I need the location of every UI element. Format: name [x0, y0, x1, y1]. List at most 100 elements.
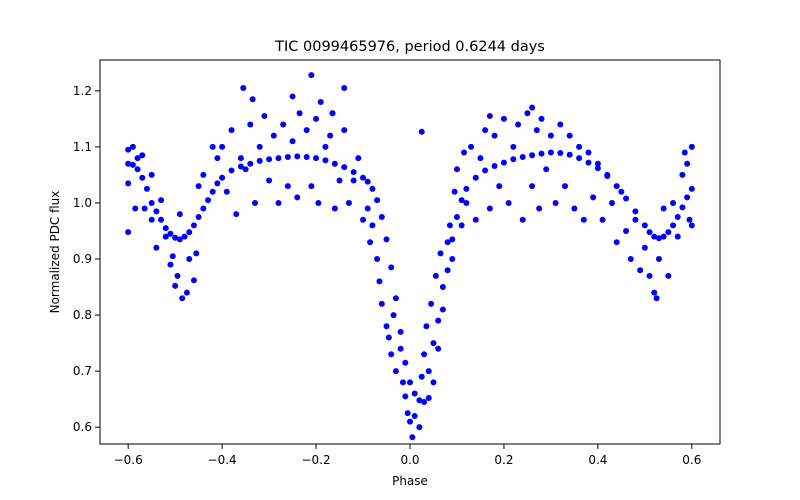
data-point: [266, 156, 273, 163]
data-point: [430, 340, 437, 347]
data-point: [515, 121, 522, 128]
data-point: [399, 379, 406, 386]
data-point: [439, 284, 446, 291]
data-point: [125, 180, 132, 187]
data-point: [566, 151, 573, 158]
data-point: [228, 127, 235, 134]
data-point: [153, 208, 160, 215]
data-point: [174, 272, 181, 279]
data-point: [510, 143, 517, 150]
data-point: [169, 253, 176, 260]
data-point: [360, 216, 367, 223]
data-point: [632, 208, 639, 215]
data-point: [524, 110, 531, 117]
data-point: [418, 128, 425, 135]
data-point: [665, 272, 672, 279]
data-point: [315, 199, 322, 206]
data-point: [385, 334, 392, 341]
data-point: [341, 164, 348, 171]
data-point: [444, 267, 451, 274]
data-point: [411, 390, 418, 397]
data-point: [172, 282, 179, 289]
data-point: [449, 256, 456, 263]
data-point: [529, 104, 536, 111]
data-point: [129, 161, 136, 168]
data-point: [468, 143, 475, 150]
data-point: [590, 194, 597, 201]
data-point: [608, 199, 615, 206]
data-point: [360, 174, 367, 181]
data-point: [482, 127, 489, 134]
data-point: [547, 132, 554, 139]
data-point: [378, 213, 385, 220]
data-point: [623, 195, 630, 202]
data-point: [463, 185, 470, 192]
data-point: [538, 150, 545, 157]
data-point: [158, 216, 165, 223]
data-point: [317, 99, 324, 106]
data-point: [252, 199, 258, 206]
y-tick-label: 1.1: [73, 140, 92, 154]
data-point: [425, 395, 432, 402]
data-point: [270, 132, 277, 139]
data-point: [303, 153, 310, 160]
data-point: [313, 155, 320, 162]
data-point: [402, 359, 409, 366]
data-point: [594, 160, 601, 167]
data-point: [463, 199, 470, 206]
data-point: [477, 155, 484, 162]
x-axis: −0.6 −0.4 −0.2 0.0 0.2 0.4 0.6: [114, 444, 701, 467]
data-point: [125, 229, 132, 236]
data-point: [167, 261, 174, 268]
y-tick-label: 0.7: [73, 364, 92, 378]
data-point: [432, 272, 439, 279]
data-point: [329, 110, 336, 117]
data-point: [308, 72, 315, 79]
data-point: [242, 166, 249, 173]
data-point: [350, 177, 357, 184]
data-point: [209, 143, 216, 150]
data-point: [176, 211, 183, 218]
data-point: [390, 312, 397, 319]
data-point: [681, 149, 688, 156]
data-point: [491, 132, 498, 139]
x-tick-label: −0.4: [208, 453, 237, 467]
data-point: [684, 160, 691, 167]
data-point: [378, 300, 385, 307]
data-point: [303, 127, 310, 134]
data-point: [247, 160, 254, 167]
data-point: [158, 197, 165, 204]
data-point: [345, 199, 352, 206]
data-point: [411, 412, 418, 419]
data-point: [186, 229, 193, 236]
data-point: [214, 180, 221, 187]
data-point: [536, 205, 543, 212]
data-point: [547, 149, 554, 156]
data-point: [557, 150, 564, 157]
data-point: [651, 289, 658, 296]
data-point: [392, 368, 399, 375]
data-point: [280, 121, 287, 128]
data-point: [237, 163, 244, 170]
data-point: [369, 185, 376, 192]
data-point: [369, 222, 376, 229]
data-point: [233, 211, 240, 218]
data-point: [331, 160, 338, 167]
data-point: [585, 159, 592, 166]
data-point: [500, 115, 507, 122]
data-point: [510, 156, 517, 163]
data-point: [613, 183, 620, 190]
data-point: [627, 256, 634, 263]
data-point: [388, 351, 395, 358]
data-point: [655, 235, 662, 242]
data-point: [193, 250, 200, 257]
data-point: [653, 295, 660, 302]
data-point: [641, 244, 648, 251]
data-point: [397, 328, 404, 335]
data-point: [538, 115, 545, 122]
data-point: [674, 213, 681, 220]
data-point: [472, 174, 479, 181]
x-tick-label: −0.2: [301, 453, 330, 467]
